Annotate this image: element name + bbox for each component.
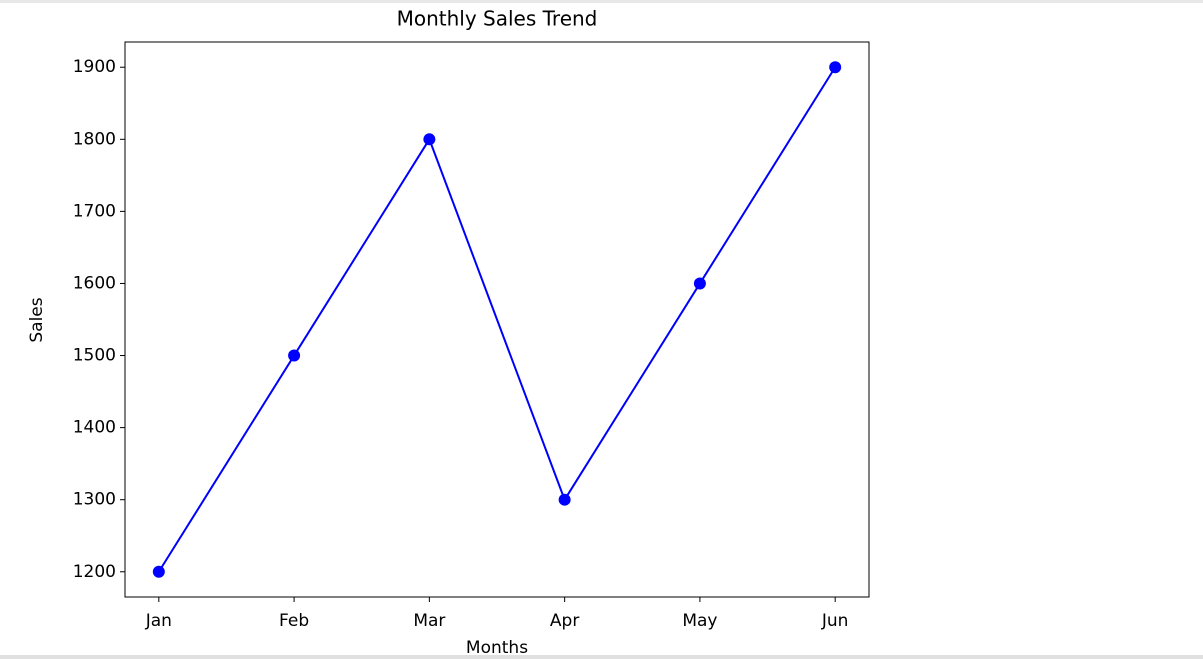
x-tick-label: Mar: [413, 611, 445, 631]
point: [558, 493, 571, 506]
top-bar: [0, 0, 1203, 3]
y-tick-label: 1900: [73, 57, 116, 77]
point: [693, 277, 706, 290]
y-tick-label: 1200: [73, 562, 116, 582]
chart-title: Monthly Sales Trend: [397, 7, 598, 31]
point: [829, 61, 842, 74]
y-tick-label: 1700: [73, 201, 116, 221]
y-axis-label: Sales: [27, 297, 47, 342]
y-tick-label: 1300: [73, 490, 116, 510]
series-line: [157, 66, 837, 573]
bottom-bar: [0, 655, 1203, 659]
x-tick-label: Apr: [550, 611, 579, 631]
y-tick-label: 1400: [73, 418, 116, 438]
y-tick-label: 1800: [73, 129, 116, 149]
y-tick-label: 1500: [73, 346, 116, 366]
y-tick-label: 1600: [73, 273, 116, 293]
point: [152, 565, 165, 578]
x-axis-label: Months: [466, 638, 528, 658]
plot-frame: [124, 41, 870, 598]
x-tick-label: Feb: [279, 611, 309, 631]
x-tick-label: Jan: [145, 611, 172, 631]
point: [423, 133, 436, 146]
point: [288, 349, 301, 362]
x-tick-label: Jun: [821, 611, 849, 631]
x-tick-label: May: [682, 611, 717, 631]
